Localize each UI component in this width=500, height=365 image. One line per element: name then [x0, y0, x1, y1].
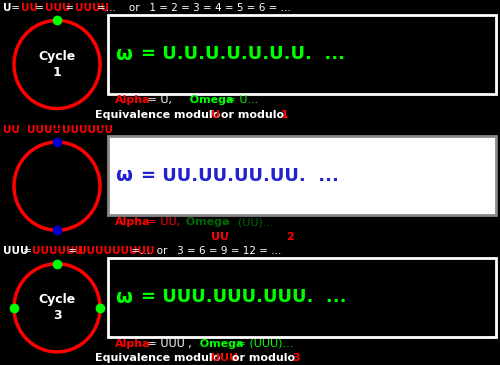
Text: Omega: Omega [192, 339, 244, 349]
Text: U: U [3, 3, 12, 13]
Text: = UU.UU.UU.UU.  ...: = UU.UU.UU.UU. ... [141, 167, 339, 185]
Text: UUU: UUU [3, 246, 29, 256]
Text: or modulo: or modulo [217, 110, 288, 120]
Text: =...  or   3 = 6 = 9 = 12 = ...: =... or 3 = 6 = 9 = 12 = ... [128, 246, 281, 256]
FancyBboxPatch shape [108, 258, 496, 337]
Text: =: = [32, 3, 48, 13]
Text: Equivalence modulo: Equivalence modulo [95, 110, 228, 120]
Text: ω: ω [115, 45, 132, 64]
Text: = U.U.U.U.U.U.U.  ...: = U.U.U.U.U.U.U. ... [141, 45, 345, 63]
Text: =: = [66, 246, 80, 256]
Text: Alpha: Alpha [115, 217, 150, 227]
Text: Cycle
2: Cycle 2 [38, 172, 76, 201]
Text: Alpha: Alpha [115, 95, 150, 105]
Text: UUUUUU: UUUUUU [32, 246, 84, 256]
FancyBboxPatch shape [108, 15, 496, 94]
Text: Omega: Omega [178, 217, 229, 227]
Text: Omega: Omega [182, 95, 234, 105]
FancyBboxPatch shape [108, 136, 496, 215]
Text: 3: 3 [292, 353, 300, 363]
Text: UUUU: UUUU [27, 125, 61, 135]
Text: =   ...   or   2 = 4 = 6 = 8 = 10 = ...: = ... or 2 = 4 = 6 = 8 = 10 = ... [95, 125, 283, 135]
Text: = UUU.UUU.UUU.  ...: = UUU.UUU.UUU. ... [141, 288, 346, 307]
Text: UUUUUUUUU: UUUUUUUUU [78, 246, 155, 256]
Text: ω: ω [115, 166, 132, 185]
Text: = UUU ,: = UUU , [144, 339, 199, 349]
Text: = UU,: = UU, [144, 217, 184, 227]
Text: UUU: UUU [211, 353, 238, 363]
Text: =: = [49, 125, 64, 135]
Text: Cycle
3: Cycle 3 [38, 293, 76, 322]
Text: =: = [20, 246, 35, 256]
Text: Cycle
1: Cycle 1 [38, 50, 76, 79]
Text: =...    or   1 = 2 = 3 = 4 = 5 = 6 = ...: =... or 1 = 2 = 3 = 4 = 5 = 6 = ... [96, 3, 290, 13]
Text: Equivalence modulo: Equivalence modulo [95, 232, 228, 242]
Text: UU: UU [22, 3, 38, 13]
Text: or modulo: or modulo [228, 353, 300, 363]
Text: or modulo: or modulo [222, 232, 294, 242]
Text: 1: 1 [280, 110, 288, 120]
Text: UUUU: UUUU [74, 3, 108, 13]
Text: Equivalence modulo: Equivalence modulo [95, 353, 228, 363]
Text: UU: UU [3, 125, 20, 135]
Text: 2: 2 [286, 232, 294, 242]
Text: = U,: = U, [144, 95, 182, 105]
Text: U: U [211, 110, 220, 120]
Text: UUU: UUU [46, 3, 71, 13]
Text: = U...: = U... [223, 95, 258, 105]
Text: =: = [14, 125, 29, 135]
Text: =: = [8, 3, 24, 13]
Text: UU: UU [211, 232, 229, 242]
Text: =: = [62, 3, 77, 13]
Text: Alpha: Alpha [115, 339, 150, 349]
Text: = (UUU)...: = (UUU)... [232, 339, 293, 349]
Text: =  (UU)...: = (UU)... [218, 217, 274, 227]
Text: ω: ω [115, 288, 132, 307]
Text: UUUUUU: UUUUUU [62, 125, 113, 135]
